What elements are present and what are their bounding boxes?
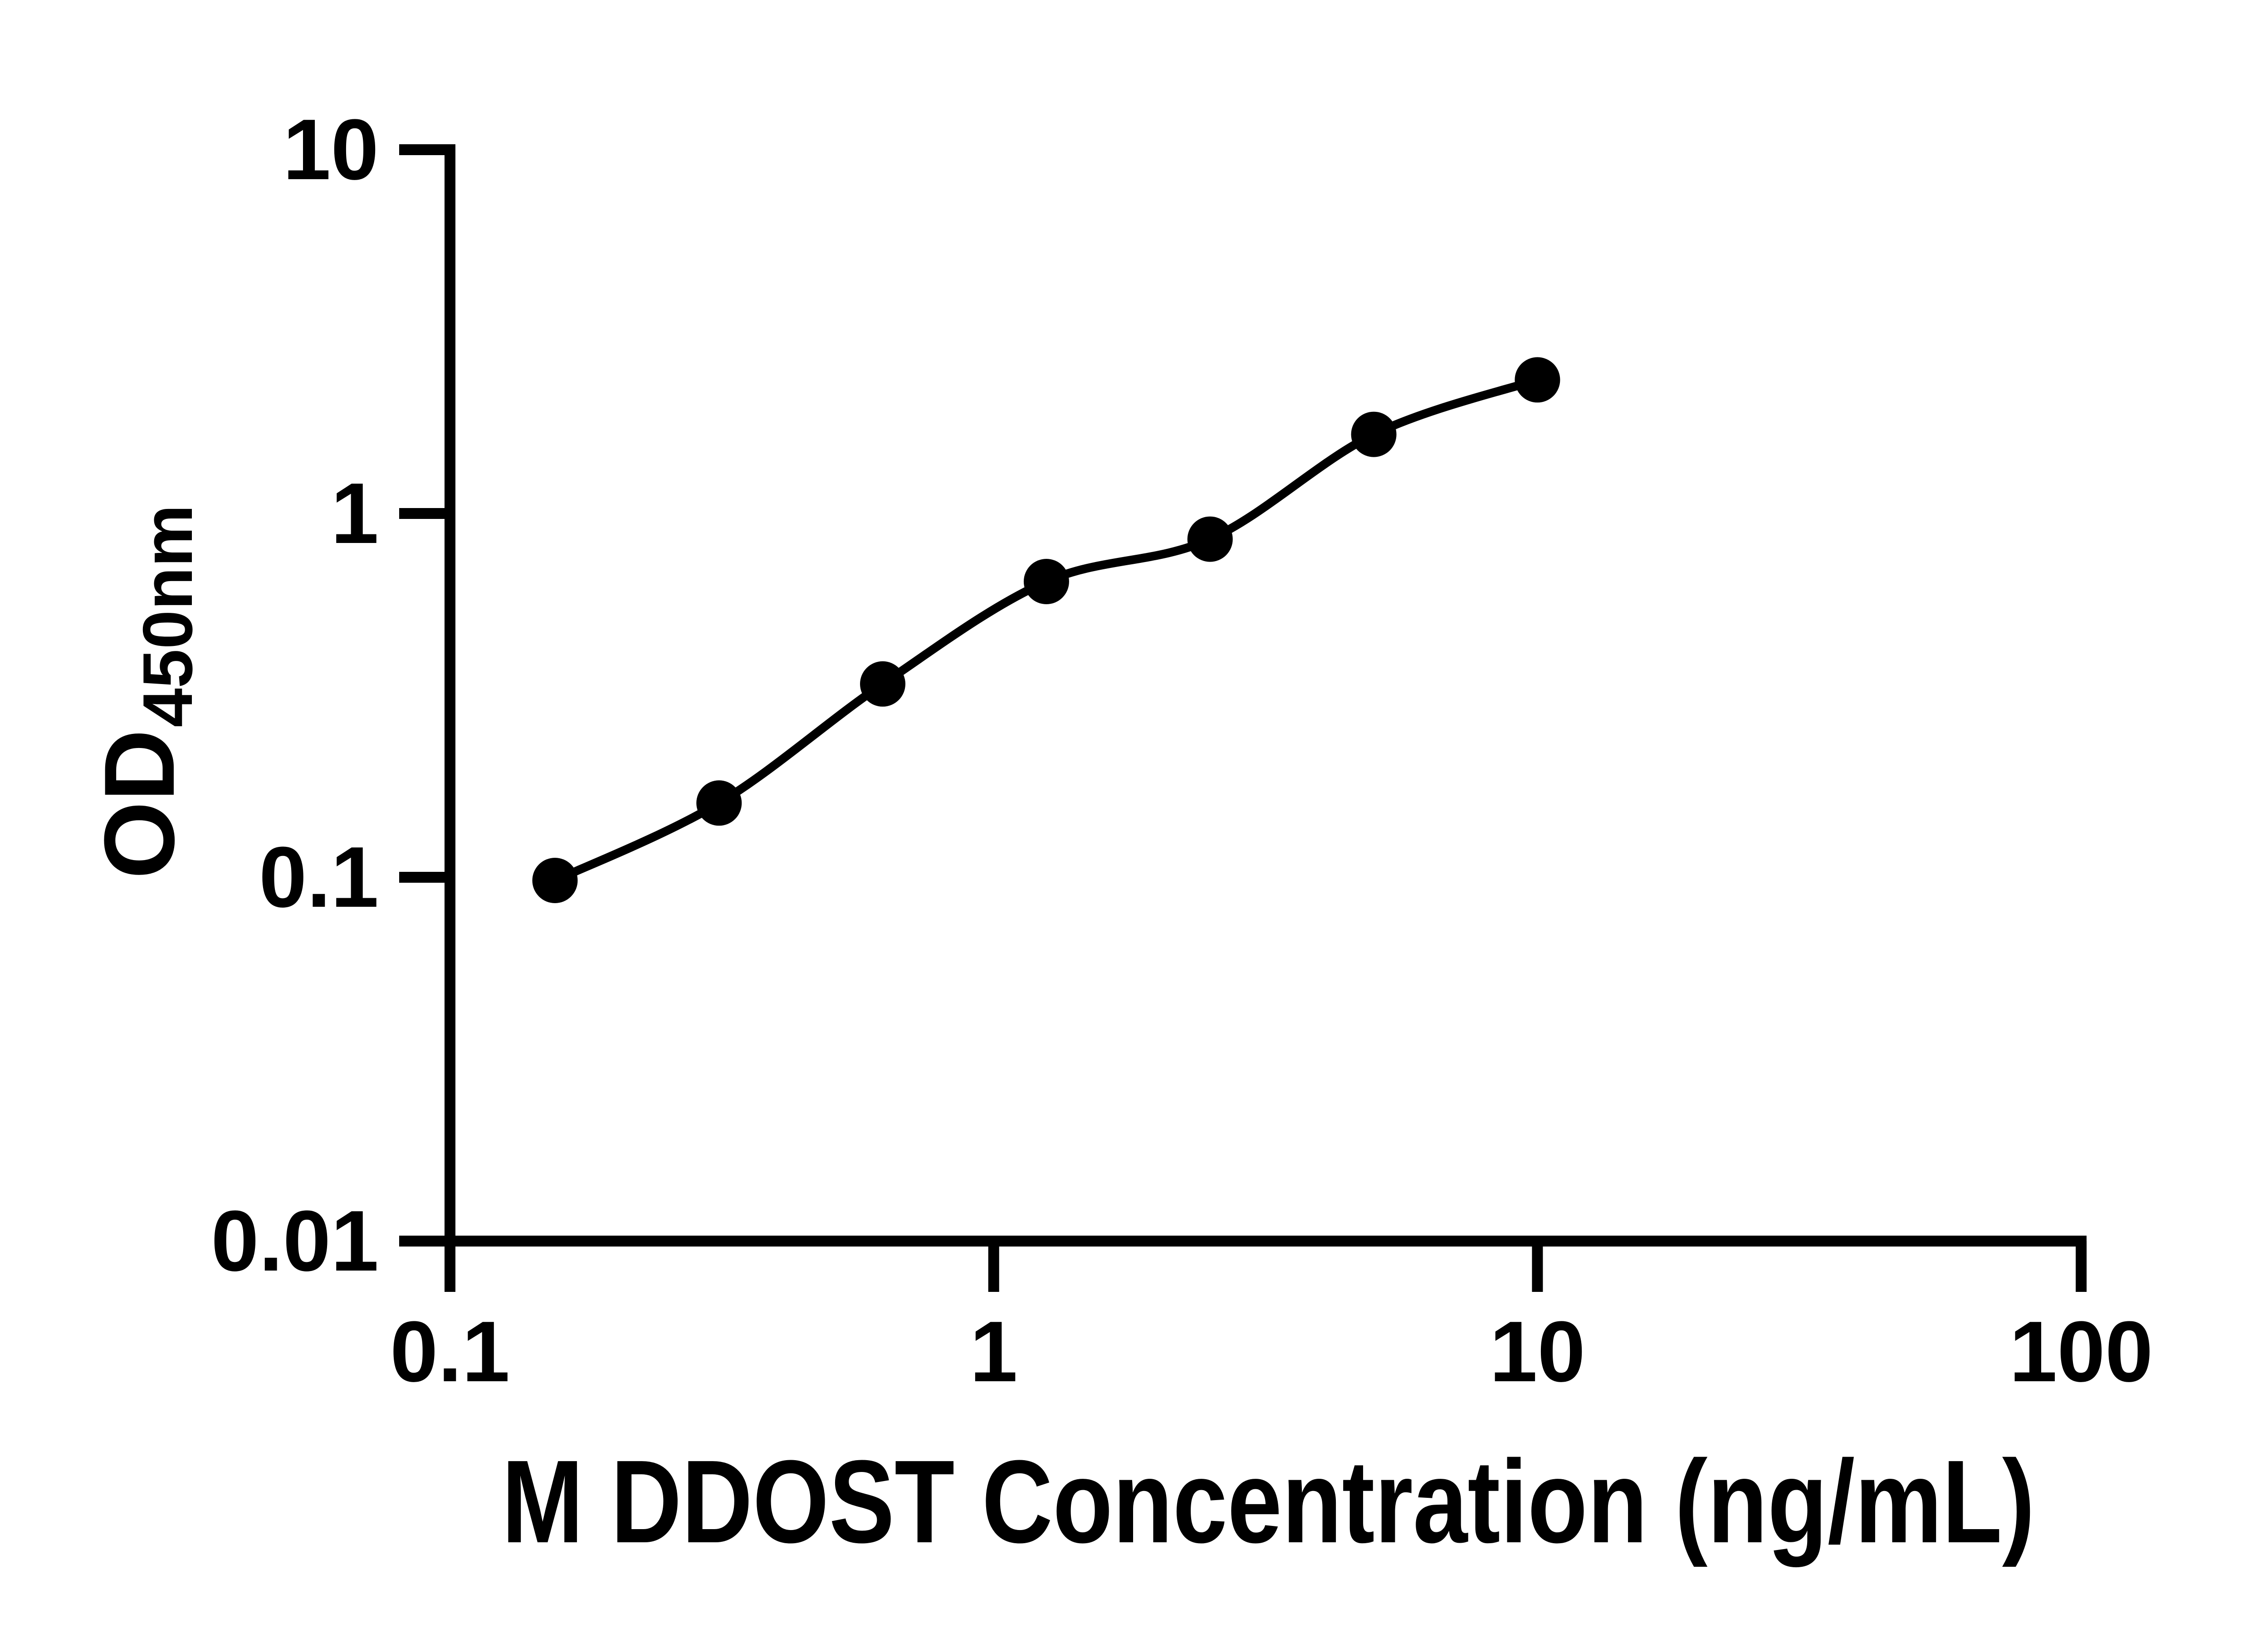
data-point bbox=[696, 780, 742, 826]
x-tick-label: 10 bbox=[1490, 1304, 1585, 1400]
x-tick-label: 1 bbox=[970, 1304, 1018, 1400]
x-tick-label: 100 bbox=[2009, 1304, 2153, 1400]
axes bbox=[445, 144, 2087, 1247]
data-point bbox=[532, 858, 578, 903]
y-axis-title-main: OD bbox=[83, 729, 195, 879]
data-point bbox=[1187, 516, 1233, 562]
y-axis-title: OD 450nm bbox=[83, 504, 207, 879]
data-point bbox=[1515, 357, 1560, 403]
y-axis-title-subscript: 450nm bbox=[128, 504, 207, 727]
data-point bbox=[860, 661, 905, 707]
x-tick-label: 0.1 bbox=[390, 1304, 510, 1400]
data-point bbox=[1023, 559, 1069, 604]
y-tick-label: 10 bbox=[283, 102, 379, 198]
y-tick-label: 1 bbox=[331, 465, 379, 562]
y-tick-label: 0.1 bbox=[259, 829, 379, 925]
x-axis-title: M DDOST Concentration (ng/mL) bbox=[502, 1436, 2035, 1568]
tick-marks bbox=[399, 144, 2087, 1292]
data-point bbox=[1351, 411, 1397, 457]
y-tick-label: 0.01 bbox=[211, 1193, 379, 1289]
data-series bbox=[532, 357, 1560, 903]
